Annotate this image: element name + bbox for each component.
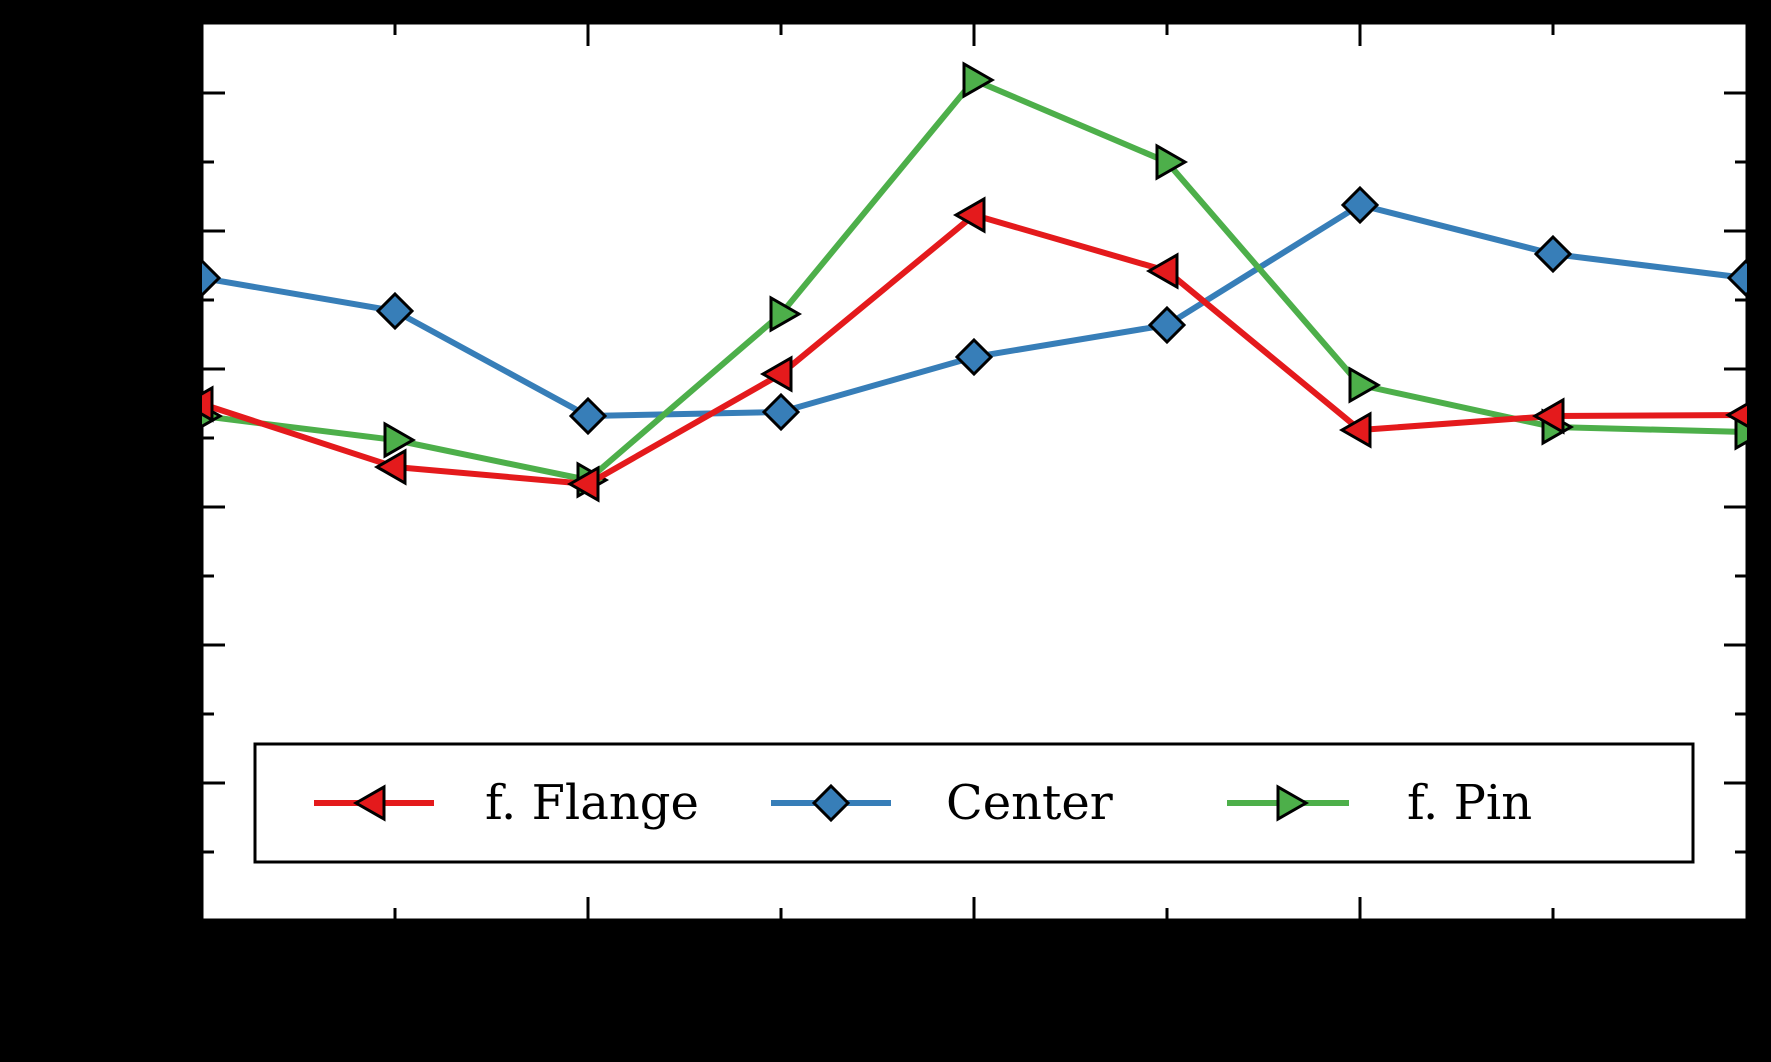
diamond-marker <box>1340 185 1380 225</box>
data-series <box>202 61 1747 503</box>
triangle-left-marker <box>373 448 407 486</box>
diamond-marker <box>568 396 608 436</box>
legend-label-flange: f. Flange <box>485 775 699 831</box>
legend-box <box>253 742 1695 864</box>
legend-marker-triangle-left <box>352 784 386 822</box>
diamond-marker <box>202 258 222 298</box>
triangle-right-marker <box>769 295 803 333</box>
diamond-marker <box>954 337 994 377</box>
triangle-right-marker <box>383 421 417 459</box>
triangle-left-marker <box>566 465 600 503</box>
axis-ticks <box>202 23 1747 920</box>
diamond-marker <box>375 291 415 331</box>
triangle-right-marker <box>1348 366 1382 404</box>
legend: f. Flange Center f. Pin <box>253 742 1695 864</box>
legend-marker-triangle-right <box>1276 784 1310 822</box>
triangle-right-marker <box>1155 143 1189 181</box>
triangle-left-marker <box>1531 397 1565 435</box>
legend-label-center: Center <box>946 775 1113 831</box>
triangle-left-marker <box>1338 411 1372 449</box>
diamond-marker <box>1533 234 1573 274</box>
triangle-left-marker <box>759 355 793 393</box>
legend-label-pin: f. Pin <box>1407 775 1532 831</box>
diamond-marker <box>1726 258 1747 298</box>
triangle-left-marker <box>1724 402 1747 428</box>
diamond-marker <box>761 392 801 432</box>
legend-marker-diamond <box>811 783 851 823</box>
diamond-marker <box>1147 305 1187 345</box>
triangle-left-marker <box>202 385 214 423</box>
triangle-left-marker <box>1145 252 1179 290</box>
triangle-right-marker <box>962 61 996 99</box>
triangle-left-marker <box>952 196 986 234</box>
